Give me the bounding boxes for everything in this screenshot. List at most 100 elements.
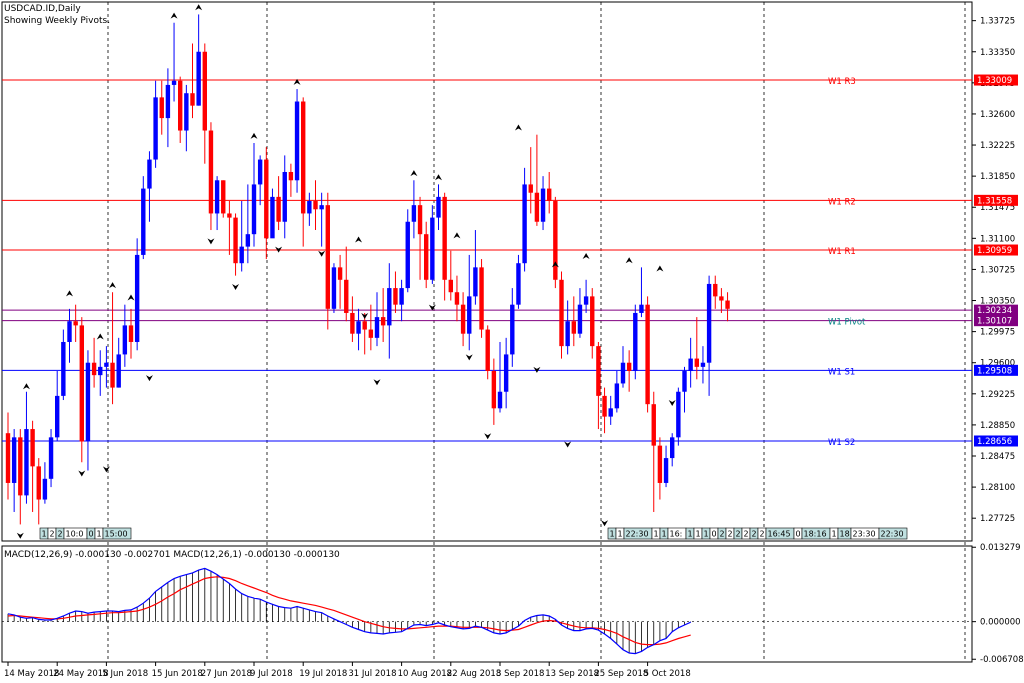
candle-body [454, 292, 460, 305]
candle-body [307, 201, 312, 214]
candle-body [626, 362, 632, 372]
date-tick-label: 14 May 2018 [4, 669, 59, 679]
candle-body [73, 321, 78, 326]
candle-body [171, 80, 177, 85]
candle-body [528, 184, 533, 193]
pivot-level-label: W1 S2 [828, 438, 855, 448]
candle-body [442, 196, 447, 280]
price-pane[interactable]: 1.337251.333501.329751.326001.322251.318… [1, 1, 1018, 662]
candle-body [350, 312, 355, 334]
candle-body [485, 329, 490, 372]
candle-body [356, 321, 361, 334]
candle-body [614, 383, 620, 409]
candle-body [399, 288, 404, 305]
fractal-down-arrow [318, 250, 326, 257]
price-tag-label: 1.30107 [977, 317, 1012, 327]
fractal-down-arrow [533, 366, 541, 373]
candle-body [479, 267, 484, 330]
fractal-up-arrow [625, 257, 633, 264]
candle-body [620, 362, 626, 384]
candle-body [405, 221, 410, 289]
time-box-label: 0 [712, 530, 717, 539]
candle-body [676, 391, 681, 438]
price-tick-label: 1.30350 [980, 297, 1015, 307]
candle-body [510, 304, 515, 355]
time-box-label: 1 [610, 530, 615, 539]
macd-pane[interactable]: 0.013279 0.000000 -0.006708 [1, 543, 1024, 665]
time-box-label: 16:45 [768, 530, 791, 539]
time-box-label: 1 [832, 530, 837, 539]
date-tick-label: 10 Aug 2018 [398, 669, 452, 679]
candle-body [460, 304, 466, 334]
price-tag-box [974, 244, 1018, 256]
candle-body [331, 267, 337, 309]
price-tag-box [974, 315, 1018, 327]
current-price-tag [974, 304, 1018, 316]
time-box-label: 1 [696, 530, 701, 539]
date-tick-label: 5 Oct 2018 [644, 669, 691, 679]
candle-body [184, 93, 189, 131]
fractal-up-arrow [551, 261, 559, 268]
time-box-label: 2 [720, 530, 725, 539]
fractal-up-arrow [514, 124, 522, 131]
price-tag-label: 1.31558 [977, 196, 1012, 206]
candle-body [380, 317, 386, 326]
price-tick-label: 1.28100 [980, 483, 1015, 493]
candle-body [239, 246, 244, 264]
time-box-label: 2 [744, 530, 749, 539]
candle-body [110, 362, 115, 388]
candle-body [147, 159, 152, 189]
fractal-up-arrow [127, 294, 135, 301]
time-box-label: 1 [654, 530, 659, 539]
candle-body [577, 304, 583, 334]
time-box-label: 1 [97, 530, 102, 539]
price-tick-label: 1.29225 [980, 390, 1015, 400]
candle-body [79, 325, 84, 442]
macd-tick-label: 0.000000 [980, 618, 1021, 628]
candle-body [602, 395, 607, 417]
time-box-label: 22:30 [626, 530, 649, 539]
macd-label: MACD(12,26,9) -0.000130 -0.002701 MACD(1… [4, 550, 340, 560]
fractal-up-arrow [66, 290, 73, 297]
time-box [102, 527, 132, 540]
candle-body [534, 192, 540, 222]
fractal-up-arrow [109, 282, 117, 289]
date-tick-label: 15 Jun 2018 [152, 669, 203, 679]
candle-body [571, 321, 576, 334]
fractal-up-arrow [582, 253, 590, 260]
time-box-label: 18:16 [804, 530, 827, 539]
fractal-down-arrow [102, 466, 110, 473]
fractal-down-arrow [232, 283, 240, 290]
time-box-label: 2 [728, 530, 733, 539]
price-tick-label: 1.32225 [980, 141, 1015, 151]
candle-body [159, 97, 164, 119]
fractal-down-arrow [564, 441, 572, 448]
price-tick-label: 1.29600 [980, 359, 1015, 369]
date-tick-label: 22 Aug 2018 [447, 669, 501, 679]
candle-body [190, 93, 195, 106]
candle-body [128, 325, 134, 342]
fractal-up-arrow [96, 333, 104, 340]
price-tag-box [974, 364, 1018, 376]
candle-body [559, 279, 564, 347]
candle-body [5, 433, 11, 483]
time-box-label: 1 [42, 530, 47, 539]
date-tick-label: 24 May 2018 [53, 669, 108, 679]
pivot-level-label: W1 S1 [828, 367, 855, 377]
candle-body [98, 366, 103, 376]
time-box-label: 1 [688, 530, 693, 539]
candle-body [227, 213, 232, 218]
candle-body [540, 188, 546, 222]
candle-body [85, 362, 91, 442]
time-box-label: 2 [736, 530, 741, 539]
candle-body [430, 217, 435, 280]
candle-body [565, 321, 570, 347]
candle-body [725, 300, 730, 309]
candle-body [547, 188, 552, 202]
candle-body [36, 466, 41, 500]
candle-body [116, 354, 121, 388]
time-box-label: 1 [704, 530, 709, 539]
candle-body [448, 279, 453, 293]
